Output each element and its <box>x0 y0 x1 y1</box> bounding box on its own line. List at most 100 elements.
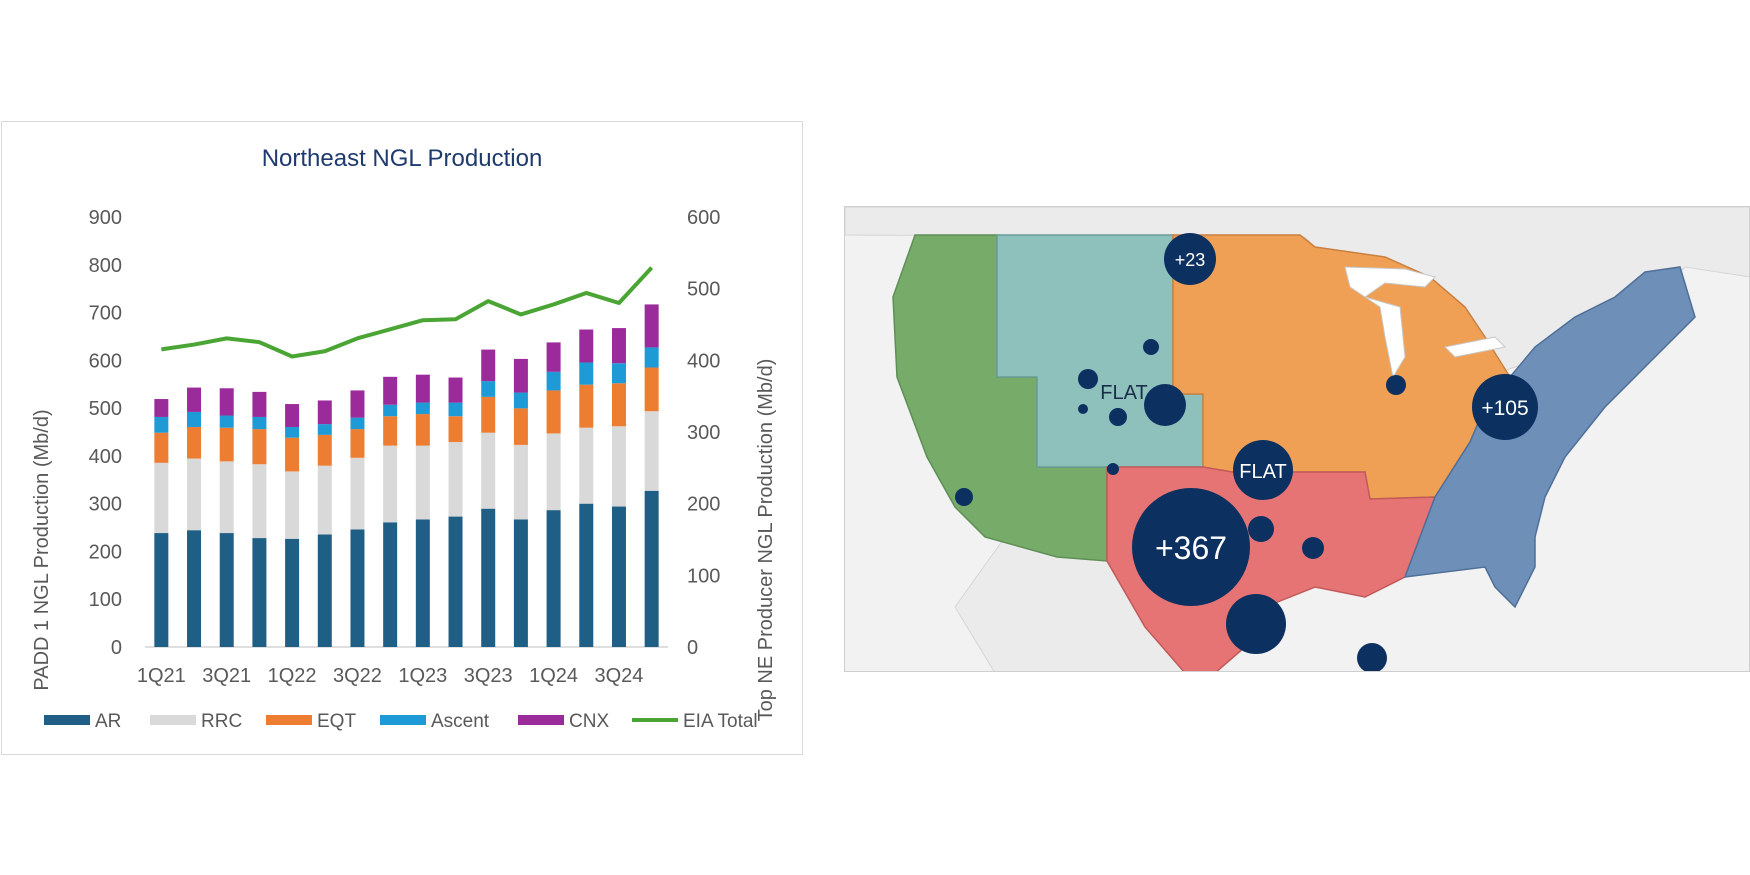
bar-segment-rrc <box>219 461 234 534</box>
right-axis-ticks: 600 500 400 300 200 100 0 <box>687 207 720 659</box>
legend-swatch <box>266 715 312 725</box>
bubble-label: FLAT <box>1100 382 1147 404</box>
legend-swatch <box>518 715 564 725</box>
bar-segment-eqt <box>513 408 528 445</box>
y-tick-label: 500 <box>89 398 122 420</box>
ngl-production-chart: Northeast NGL Production 900 800 700 600 500… <box>1 121 803 755</box>
bubble <box>1386 375 1406 395</box>
bar-segment-ar <box>448 516 463 647</box>
y-tick-label: 800 <box>89 255 122 277</box>
legend-label: AR <box>95 711 121 732</box>
y-tick-label: 300 <box>89 494 122 516</box>
x-tick-label: 1Q22 <box>268 665 317 687</box>
legend-label: EIA Total <box>683 711 758 732</box>
x-axis-ticks: 1Q21 3Q21 1Q22 3Q22 1Q23 3Q23 1Q24 3Q24 <box>137 665 644 687</box>
bar-segment-cnx <box>513 358 528 393</box>
legend-label: EQT <box>317 711 356 732</box>
y-tick-label: 600 <box>89 350 122 372</box>
bar-segment-ascent <box>546 371 561 391</box>
legend-label: Ascent <box>431 711 490 732</box>
bar-segment-rrc <box>350 457 365 530</box>
left-axis-label: PADD 1 NGL Production (Mb/d) <box>31 409 53 690</box>
bubble <box>1107 463 1119 475</box>
bar-segment-ascent <box>154 416 169 433</box>
bar-segment-ar <box>285 538 300 647</box>
bar-segment-ar <box>317 534 332 647</box>
bar-segment-eqt <box>383 416 398 446</box>
bar-segment-ascent <box>448 402 463 417</box>
bubble <box>1248 516 1274 542</box>
bar-segment-rrc <box>154 462 169 534</box>
bar-segment-rrc <box>644 411 659 491</box>
bar-segment-rrc <box>448 442 463 517</box>
bubble <box>1078 369 1098 389</box>
bubble <box>1357 643 1387 671</box>
bar-segment-ar <box>546 510 561 647</box>
bar-segment-rrc <box>611 426 626 507</box>
x-tick-label: 3Q24 <box>595 665 644 687</box>
bar-segment-eqt <box>448 416 463 443</box>
bubble <box>1078 404 1088 414</box>
bar-segment-eqt <box>154 432 169 463</box>
y-tick-label: 700 <box>89 303 122 325</box>
bubble <box>955 488 973 506</box>
bar-segment-ascent <box>252 416 267 430</box>
bar-segment-cnx <box>415 374 430 403</box>
chart-canvas: Northeast NGL Production 900 800 700 600 500… <box>31 145 777 732</box>
bar-segment-ascent <box>579 362 594 385</box>
y2-tick-label: 600 <box>687 207 720 229</box>
bar-segment-ascent <box>644 347 659 368</box>
y-tick-label: 900 <box>89 207 122 229</box>
y2-tick-label: 200 <box>687 494 720 516</box>
bubble-label: +367 <box>1155 530 1227 566</box>
y2-tick-label: 100 <box>687 565 720 587</box>
y2-tick-label: 400 <box>687 350 720 372</box>
bar-segment-rrc <box>285 471 300 539</box>
bar-segment-rrc <box>513 444 528 520</box>
bubble <box>1109 408 1127 426</box>
bar-segment-rrc <box>415 445 430 520</box>
bar-segment-cnx <box>611 328 626 364</box>
bar-segment-eqt <box>611 383 626 427</box>
bar-segment-cnx <box>317 400 332 425</box>
map-canvas: +23 FLAT FLAT +105 +367 <box>845 207 1749 671</box>
bar-segment-ar <box>611 506 626 647</box>
bar-segment-cnx <box>219 388 234 416</box>
bar-segment-cnx <box>448 377 463 403</box>
bar-segment-ascent <box>187 411 202 427</box>
bar-segment-ar <box>481 508 496 647</box>
bar-segment-ascent <box>350 417 365 430</box>
bar-segment-ascent <box>285 426 300 438</box>
bubble <box>1233 440 1293 500</box>
bar-segment-ar <box>154 533 169 647</box>
bar-segment-eqt <box>415 414 430 446</box>
bar-segment-cnx <box>154 399 169 417</box>
left-axis-ticks: 900 800 700 600 500 400 300 200 100 0 <box>89 207 122 659</box>
bar-segment-eqt <box>187 426 202 459</box>
bar-segment-eqt <box>285 437 300 472</box>
bar-series <box>154 304 659 647</box>
bar-segment-ascent <box>611 363 626 384</box>
eia-total-line <box>161 266 654 359</box>
bubble-layer <box>955 233 1538 671</box>
bar-segment-ascent <box>513 392 528 409</box>
chart-legend: AR RRC EQT Ascent CNX EIA Total <box>44 711 758 732</box>
bubble <box>1144 384 1186 426</box>
bar-segment-rrc <box>546 433 561 511</box>
y-tick-label: 100 <box>89 589 122 611</box>
lake-erie <box>1443 336 1507 358</box>
bar-segment-cnx <box>285 404 300 427</box>
legend-swatch <box>44 715 90 725</box>
bubble-label: +23 <box>1175 250 1206 270</box>
bubble-label: FLAT <box>1239 461 1286 483</box>
bubble-label: +105 <box>1481 397 1528 420</box>
x-tick-label: 3Q22 <box>333 665 382 687</box>
bar-segment-ar <box>383 522 398 647</box>
legend-label: RRC <box>201 711 242 732</box>
legend-swatch <box>380 715 426 725</box>
bar-segment-ar <box>513 519 528 647</box>
y2-tick-label: 300 <box>687 422 720 444</box>
great-lakes <box>1344 266 1436 379</box>
bar-segment-eqt <box>219 427 234 462</box>
bar-segment-rrc <box>579 427 594 504</box>
